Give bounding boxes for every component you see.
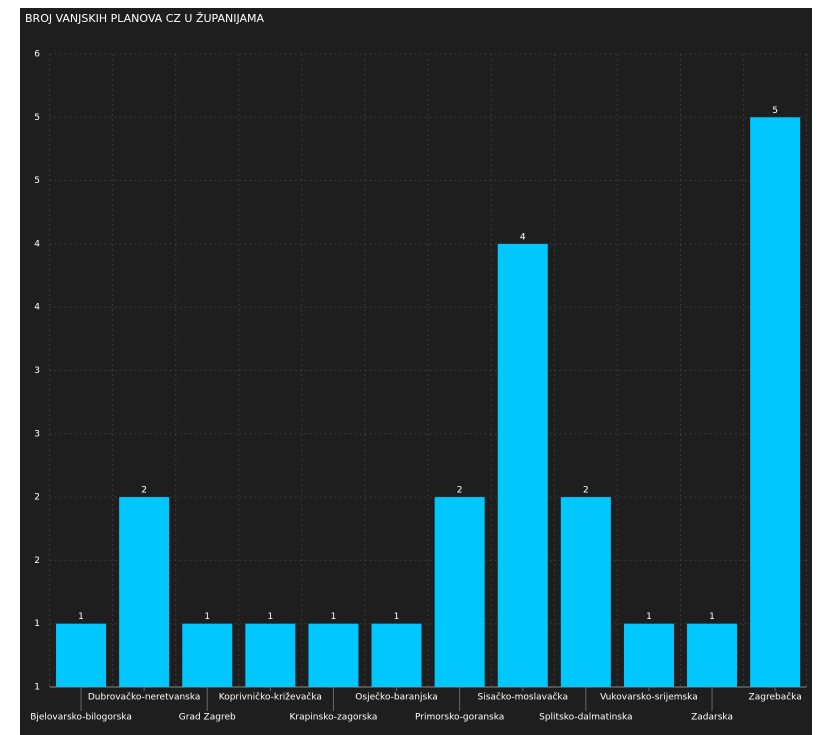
bar (119, 497, 170, 687)
y-tick-label: 2 (34, 493, 40, 503)
chart-title: BROJ VANJSKIH PLANOVA CZ U ŽUPANIJAMA (25, 12, 265, 25)
x-tick-label: Zagrebačka (749, 692, 802, 703)
value-label: 1 (78, 612, 84, 622)
value-label: 5 (772, 106, 778, 116)
x-tick-label: Osječko-baranjska (355, 692, 437, 703)
x-tick-label: Sisačko-moslavačka (477, 692, 568, 703)
y-tick-label: 4 (34, 303, 40, 313)
value-label: 2 (141, 486, 147, 496)
x-tick-label: Bjelovarsko-bilogorska (30, 713, 132, 723)
x-tick-label: Zadarska (691, 713, 733, 723)
y-tick-label: 1 (34, 619, 40, 629)
x-tick-label: Krapinsko-zagorska (289, 713, 377, 723)
value-label: 1 (267, 612, 273, 622)
value-label: 1 (331, 612, 337, 622)
y-tick-label: 2 (34, 556, 40, 566)
x-tick-label: Koprivničko-križevačka (219, 692, 322, 703)
x-tick-label: Vukovarsko-srijemska (600, 693, 698, 703)
bar (371, 623, 422, 687)
y-tick-label: 3 (34, 366, 40, 376)
value-label: 2 (583, 486, 589, 496)
y-tick-label: 1 (34, 683, 40, 693)
y-tick-label: 6 (34, 50, 40, 60)
bar (750, 117, 801, 688)
bar (245, 623, 296, 687)
y-tick-label: 5 (34, 176, 40, 186)
y-tick-label: 3 (34, 429, 40, 439)
y-tick-label: 5 (34, 113, 40, 123)
value-label: 1 (204, 612, 210, 622)
bar (623, 623, 674, 687)
bar (687, 623, 738, 687)
x-tick-label: Dubrovačko-neretvanska (88, 692, 201, 703)
y-tick-label: 4 (34, 239, 40, 249)
value-label: 4 (520, 232, 526, 242)
bar (497, 243, 548, 687)
value-label: 1 (646, 612, 652, 622)
value-label: 1 (709, 612, 715, 622)
bar (308, 623, 359, 687)
bar (182, 623, 233, 687)
x-tick-label: Primorsko-goranska (415, 713, 504, 723)
x-tick-label: Grad Zagreb (179, 713, 236, 723)
value-label: 1 (394, 612, 400, 622)
value-label: 2 (457, 486, 463, 496)
bar (56, 623, 107, 687)
bar (434, 497, 485, 687)
x-tick-label: Splitsko-dalmatinska (539, 713, 632, 723)
bar (560, 497, 611, 687)
